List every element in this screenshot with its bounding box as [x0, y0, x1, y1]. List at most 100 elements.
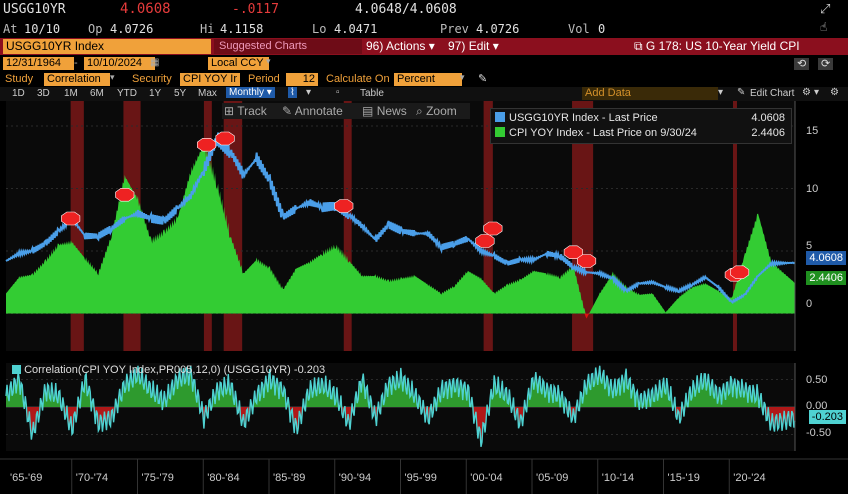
legend-yield-name: USGG10YR Index - Last Price	[509, 112, 658, 124]
actions-label: Actions	[386, 39, 426, 53]
redo-button[interactable]: ⟳	[818, 58, 834, 70]
vol-label: Vol	[568, 22, 590, 36]
quote-header: USGG10YR 4.0608 -.0117 4.0648/4.0608 ⤢	[0, 0, 848, 20]
x-axis-label: '00-'04	[470, 472, 503, 484]
recession-marker	[215, 131, 235, 146]
x-axis-label: '85-'89	[273, 472, 306, 484]
end-date-field[interactable]: 10/10/2024	[84, 57, 155, 70]
hi-value: 4.1158	[220, 22, 264, 36]
chart-type-chevron-icon[interactable]: ▾	[306, 87, 312, 98]
zoom-label: Zoom	[426, 104, 457, 118]
tf-1d[interactable]: 1D	[12, 88, 25, 99]
period-input[interactable]: 12	[286, 73, 318, 86]
actions-menu[interactable]: 96) Actions ▾	[362, 39, 439, 54]
price-change: -.0117	[232, 2, 279, 17]
correlation-title: Correlation(CPI YOY Index,PR005,12,0) (U…	[24, 364, 291, 376]
recession-marker	[115, 188, 135, 202]
add-data-input[interactable]: Add Data	[582, 87, 718, 100]
recession-band	[732, 101, 737, 351]
suggested-charts-button[interactable]: Suggested Charts	[214, 39, 362, 54]
zoom-tool[interactable]: ⌕ Zoom	[416, 104, 457, 119]
edit-menu[interactable]: 97) Edit ▾	[444, 39, 503, 54]
yield-line	[5, 132, 796, 305]
tf-1y[interactable]: 1Y	[149, 88, 162, 99]
legend-yield-swatch	[495, 112, 505, 122]
annotate-icon: ✎	[282, 104, 293, 118]
x-axis-label: '15-'19	[667, 472, 700, 484]
annotate-label: Annotate	[294, 104, 343, 118]
track-label: Track	[237, 104, 267, 118]
link-icon: ⧉	[634, 39, 643, 53]
cpi-area	[6, 140, 795, 314]
annotate-tool[interactable]: ✎ Annotate	[282, 104, 343, 118]
x-axis-label: '10-'14	[601, 472, 635, 484]
lo-value: 4.0471	[334, 22, 378, 36]
x-axis-label: '05-'09	[536, 472, 569, 484]
study-select[interactable]: Correlation	[44, 73, 110, 86]
track-tool[interactable]: ⊞ Track	[224, 104, 267, 118]
hi-label: Hi	[200, 22, 215, 36]
window-icon[interactable]: ⤢	[820, 2, 831, 17]
study-chevron-icon[interactable]: ▾	[110, 72, 115, 82]
x-axis-label: '80-'84	[207, 472, 240, 484]
actions-num: 96)	[366, 39, 384, 53]
security-field[interactable]: USGG10YR Index	[3, 39, 211, 54]
table-button[interactable]: Table	[360, 88, 384, 99]
cursor-icon: ☝	[820, 20, 828, 34]
recession-marker	[475, 234, 495, 248]
tf-max[interactable]: Max	[198, 88, 217, 99]
security-label: Security	[132, 73, 172, 85]
x-axis-label: '20-'24	[733, 472, 766, 484]
prev-label: Prev	[440, 22, 469, 36]
tf-6m[interactable]: 6M	[90, 88, 104, 99]
date-range-bar: 12/31/1964 - 10/10/2024 ▦ Local CCY ▾ ⟲ …	[0, 56, 848, 72]
chart-title-text: G 178: US 10-Year Yield CPI	[645, 39, 800, 53]
yield-last-tag: 4.0608	[806, 251, 846, 265]
recession-marker	[729, 265, 750, 279]
gear-icon[interactable]: ⚙	[830, 87, 839, 98]
calendar-icon[interactable]: ▦	[150, 57, 160, 68]
x-axis-label: '75-'79	[141, 472, 174, 484]
line-chart-icon[interactable]: ⌇	[288, 87, 297, 98]
zoom-icon: ⌕	[416, 104, 423, 118]
chevron-down-icon[interactable]: ▾	[266, 56, 271, 66]
corr-ytick-neg050: -0.50	[806, 427, 832, 439]
news-icon: ▤	[362, 104, 374, 118]
vol-value: 0	[598, 22, 606, 36]
corr-positive-area	[6, 365, 795, 407]
frequency-label: Monthly	[229, 87, 265, 98]
tf-ytd[interactable]: YTD	[117, 88, 137, 99]
pencil-icon[interactable]: ✎	[478, 73, 488, 85]
tf-3d[interactable]: 3D	[37, 88, 50, 99]
chart-legend: USGG10YR Index - Last Price 4.0608 CPI Y…	[490, 108, 792, 144]
tf-5y[interactable]: 5Y	[174, 88, 187, 99]
news-tool[interactable]: ▤ News	[362, 104, 407, 118]
x-axis-label: '65-'69	[10, 472, 43, 484]
calc-select[interactable]: Percent	[394, 73, 462, 86]
undo-button[interactable]: ⟲	[794, 58, 810, 70]
calc-label: Calculate On	[326, 73, 390, 85]
quote-stats: At 10/10 Op 4.0726 Hi 4.1158 Lo 4.0471 P…	[0, 20, 848, 38]
frequency-select[interactable]: Monthly ▾	[226, 87, 275, 98]
start-date-field[interactable]: 12/31/1964	[3, 57, 74, 70]
add-data-chevron-icon[interactable]: ▾	[718, 87, 724, 98]
study-bar: Study Correlation ▾ Security CPI YOY Ir …	[0, 72, 848, 87]
calc-chevron-icon[interactable]: ▾	[460, 72, 465, 82]
security-input[interactable]: CPI YOY Ir	[180, 73, 240, 86]
settings-chevron-icon[interactable]: ▾	[814, 87, 820, 98]
edit-chart-icon[interactable]: ✎	[737, 87, 746, 98]
settings-icon[interactable]: ⚙	[802, 87, 811, 98]
tf-1m[interactable]: 1M	[64, 88, 78, 99]
open-label: Op	[88, 22, 103, 36]
study-label: Study	[5, 73, 34, 85]
chart-canvas	[0, 101, 848, 494]
edit-num: 97)	[448, 39, 466, 53]
more-icon[interactable]: ▫	[336, 87, 340, 98]
currency-select[interactable]: Local CCY	[208, 57, 269, 70]
recession-marker	[197, 137, 217, 152]
recession-marker	[334, 199, 354, 213]
legend-cpi-name: CPI YOY Index - Last Price on 9/30/24	[509, 127, 697, 139]
edit-chart-button[interactable]: Edit Chart	[750, 88, 795, 99]
chart-tools: ⊞ Track ✎ Annotate ▤ News ⌕ Zoom	[222, 103, 470, 119]
corr-ytick-000: 0.00	[806, 400, 828, 412]
